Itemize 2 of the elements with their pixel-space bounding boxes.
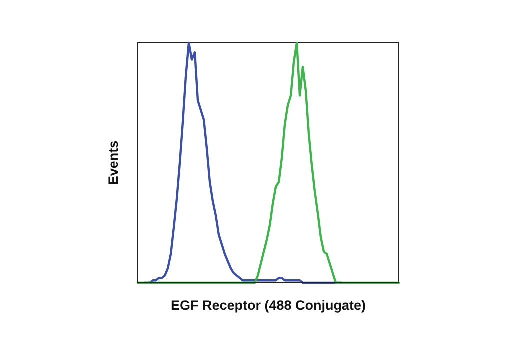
x-axis-title: EGF Receptor (488 Conjugate) bbox=[170, 298, 366, 313]
y-axis-title: Events bbox=[106, 140, 121, 186]
